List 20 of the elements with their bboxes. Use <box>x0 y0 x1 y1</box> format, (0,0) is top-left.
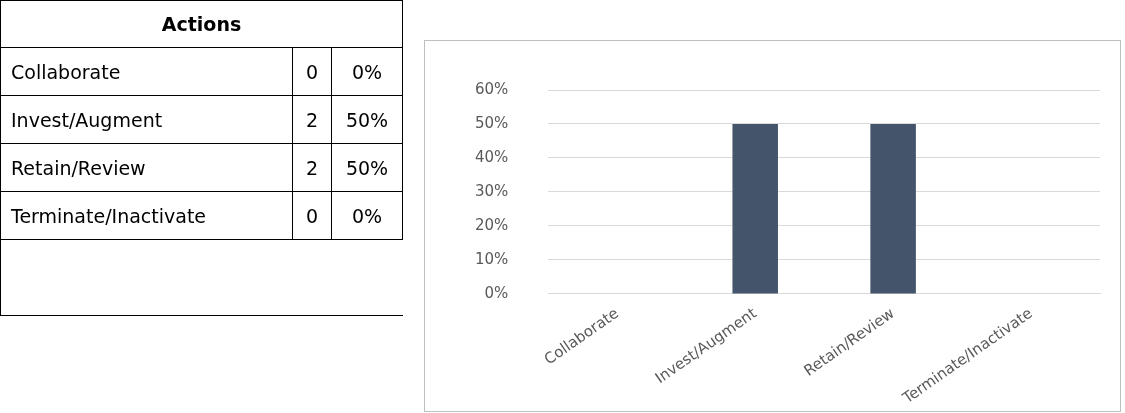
y-tick-label: 0% <box>484 283 509 302</box>
y-tick-label: 30% <box>475 181 509 200</box>
category-label: Collaborate <box>11 60 121 83</box>
text: 2 <box>292 95 332 144</box>
y-tick-label: 50% <box>475 113 509 132</box>
text: Actions <box>0 0 403 48</box>
y-tick-label: 40% <box>475 147 509 166</box>
text: 0% <box>331 47 403 96</box>
category-label: Retain/Review <box>11 156 146 179</box>
text: 2 <box>292 143 332 192</box>
category-label: Terminate/Inactivate <box>11 204 207 227</box>
y-tick-label: 10% <box>475 249 509 268</box>
text: 0 <box>292 47 332 96</box>
category-label: Invest/Augment <box>11 108 163 131</box>
text: 50% <box>331 95 403 144</box>
text: 0% <box>331 191 403 240</box>
y-tick-label: 20% <box>475 215 509 234</box>
text: 50% <box>331 143 403 192</box>
text: 0 <box>292 191 332 240</box>
y-tick-label: 60% <box>475 79 509 98</box>
